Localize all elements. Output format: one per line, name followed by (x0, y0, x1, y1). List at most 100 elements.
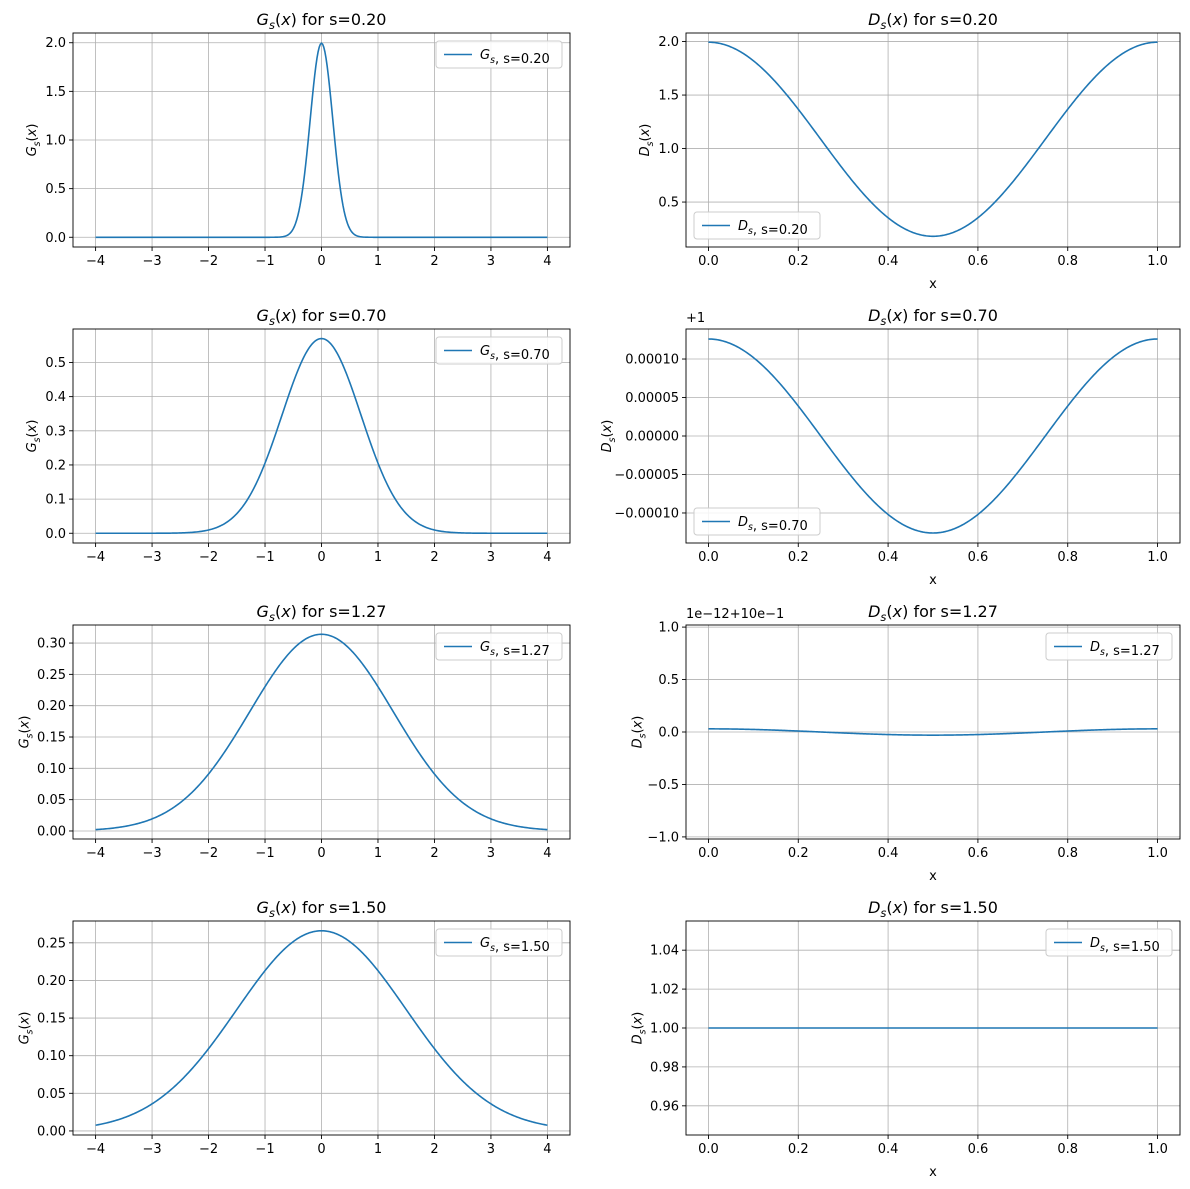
x-tick-label: 0.2 (788, 550, 809, 565)
x-tick-label: 4 (543, 846, 551, 861)
x-tick-label: 3 (487, 1142, 495, 1157)
x-tick-label: 0.0 (698, 550, 719, 565)
subplot-title: Gs(x) for s=1.50 (257, 898, 387, 920)
x-tick-label: −4 (86, 1142, 105, 1157)
x-tick-label: 0.4 (878, 846, 899, 861)
y-tick-label: 0.0 (658, 726, 679, 741)
subplot-g-s150: −4 −3 −2 −1 0 1 2 3 4 0.00 0.05 0.10 0.15 0.20 0.25 Gs(… (18, 898, 571, 1157)
x-tick-label: 0.2 (788, 846, 809, 861)
x-tick-label: −3 (142, 846, 161, 861)
legend: Ds, s=0.20 (693, 211, 821, 240)
y-tick-label: 0.20 (37, 699, 66, 714)
x-tick-label: 2 (430, 1142, 438, 1157)
legend-box (1045, 928, 1173, 957)
y-axis-label: Ds(x) (631, 716, 649, 749)
x-axis-label: x (929, 869, 937, 884)
y-tick-label: 0.05 (37, 793, 66, 808)
x-tick-label: 0.6 (968, 254, 989, 269)
y-tick-label: 0.2 (45, 458, 66, 473)
y-tick-label: 0.3 (45, 424, 66, 439)
x-tick-label: 0.0 (698, 846, 719, 861)
x-tick-label: −1 (255, 1142, 274, 1157)
x-tick-label: 3 (487, 550, 495, 565)
legend-box (435, 336, 563, 365)
x-tick-label: −3 (142, 550, 161, 565)
y-axis-label: Gs(x) (25, 420, 43, 453)
y-tick-label: 0.00 (37, 1124, 66, 1139)
x-tick-label: 0.4 (878, 550, 899, 565)
x-tick-label: −1 (255, 846, 274, 861)
y-tick-label: 0.00005 (625, 391, 679, 406)
x-tick-label: −4 (86, 254, 105, 269)
x-tick-label: −1 (255, 550, 274, 565)
subplot-d-s127: 0.0 0.2 0.4 0.6 0.8 1.0 −1.0 −0.5 0.0 0.5 1.0 1e−12… (631, 602, 1181, 884)
y-tick-label: 0.0 (45, 527, 66, 542)
y-tick-label: 1.0 (658, 142, 679, 157)
y-tick-label: 0.5 (658, 196, 679, 211)
subplot-title: Gs(x) for s=0.70 (257, 306, 387, 328)
x-tick-label: 0.2 (788, 1142, 809, 1157)
x-tick-label: 0.0 (698, 254, 719, 269)
legend-box (435, 40, 563, 69)
x-tick-label: −2 (199, 1142, 218, 1157)
y-axis-label: Gs(x) (18, 1012, 36, 1045)
x-tick-label: 0 (317, 1142, 325, 1157)
series-line-g-s150 (95, 929, 548, 1127)
series-line-d-s020 (708, 41, 1158, 238)
y-tick-label: 0.00000 (625, 430, 679, 445)
series-line-d-s127 (708, 728, 1158, 736)
x-tick-label: −4 (86, 846, 105, 861)
y-tick-label: 0.5 (45, 182, 66, 197)
y-tick-label: 0.5 (658, 673, 679, 688)
x-axis-label: x (929, 573, 937, 588)
x-tick-label: 2 (430, 550, 438, 565)
subplot-g-s020: −4 −3 −2 −1 0 1 2 3 4 0.0 0.5 1.0 1.5 2.0 Gs(x) for s=… (25, 10, 571, 269)
subplot-title: Ds(x) for s=1.50 (868, 898, 998, 920)
y-tick-label: 2.0 (45, 36, 66, 51)
y-tick-label: 0.25 (37, 936, 66, 951)
y-tick-label: 0.30 (37, 637, 66, 652)
subplot-title: Ds(x) for s=0.20 (868, 10, 998, 32)
legend-label: Ds, s=1.50 (1090, 936, 1160, 955)
x-tick-label: −3 (142, 254, 161, 269)
legend-box (435, 632, 563, 661)
x-tick-label: 0.6 (968, 846, 989, 861)
x-tick-label: 0.2 (788, 254, 809, 269)
x-tick-label: 0.8 (1057, 846, 1078, 861)
legend-label: Ds, s=1.27 (1090, 640, 1160, 659)
y-tick-label: 1.04 (650, 944, 679, 959)
legend-box (435, 928, 563, 957)
legend-box (1045, 632, 1173, 661)
y-tick-label: 0.25 (37, 668, 66, 683)
legend-box (693, 507, 821, 536)
legend-label: Gs, s=0.20 (480, 48, 550, 67)
y-tick-label: 0.0 (45, 231, 66, 246)
legend-label: Gs, s=0.70 (480, 344, 550, 363)
x-tick-label: 4 (543, 254, 551, 269)
x-tick-label: 0.4 (878, 254, 899, 269)
y-tick-label: 1.02 (650, 983, 679, 998)
y-tick-label: 1.5 (658, 89, 679, 104)
y-tick-label: 2.0 (658, 35, 679, 50)
x-tick-label: 1.0 (1147, 254, 1168, 269)
y-tick-label: 1.00 (650, 1022, 679, 1037)
y-tick-label: −0.5 (647, 778, 679, 793)
x-tick-label: 2 (430, 846, 438, 861)
x-tick-label: 1 (374, 1142, 382, 1157)
y-tick-label: 0.20 (37, 974, 66, 989)
legend-box (693, 211, 821, 240)
y-tick-label: 0.00010 (625, 353, 679, 368)
y-tick-label: 1.0 (658, 621, 679, 636)
y-tick-label: 0.4 (45, 390, 66, 405)
series-line-g-s070 (95, 337, 548, 535)
x-tick-label: 0 (317, 550, 325, 565)
x-tick-label: −1 (255, 254, 274, 269)
x-tick-label: −4 (86, 550, 105, 565)
x-tick-label: 0.8 (1057, 1142, 1078, 1157)
subplot-title: Ds(x) for s=1.27 (868, 602, 998, 624)
x-tick-label: 0 (317, 846, 325, 861)
x-tick-label: 2 (430, 254, 438, 269)
x-tick-label: 0.8 (1057, 254, 1078, 269)
y-tick-label: −1.0 (647, 830, 679, 845)
y-tick-label: 0.05 (37, 1087, 66, 1102)
